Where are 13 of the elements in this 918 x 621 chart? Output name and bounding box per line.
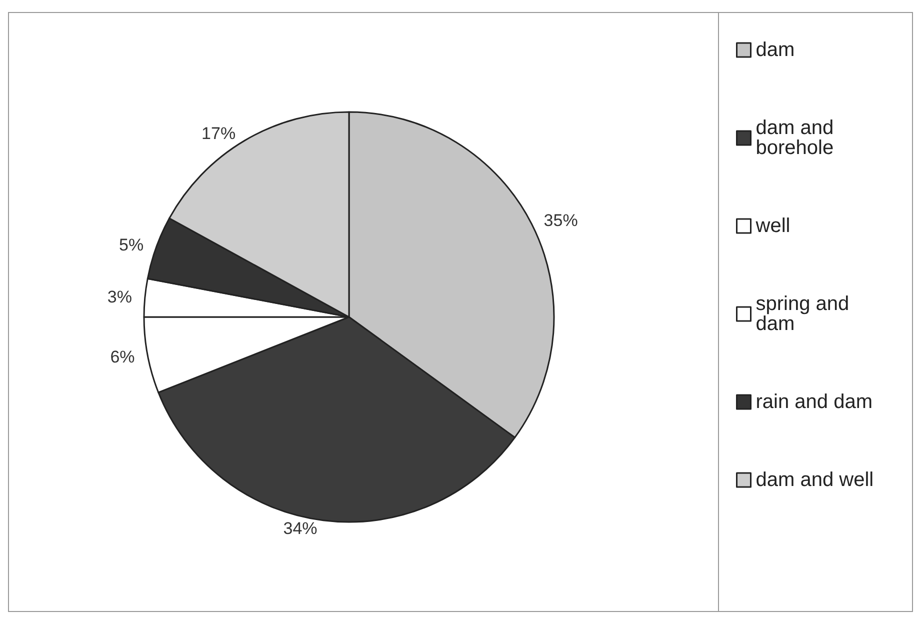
legend-label: dam and well <box>756 469 874 491</box>
data-label: 6% <box>110 347 135 366</box>
legend-label: dam <box>756 313 795 335</box>
data-label: 34% <box>283 518 318 538</box>
category-label: spring and <box>756 293 850 315</box>
category-label: dam <box>756 39 795 61</box>
data-label: 5% <box>119 235 144 254</box>
data-label: 35% <box>544 210 578 230</box>
legend-label: dam and borehole <box>756 117 840 159</box>
data-label: 17% <box>202 124 236 144</box>
legend-label: rain and dam <box>756 391 872 413</box>
data-label: 3% <box>107 287 132 306</box>
legend-label: well <box>754 215 790 237</box>
